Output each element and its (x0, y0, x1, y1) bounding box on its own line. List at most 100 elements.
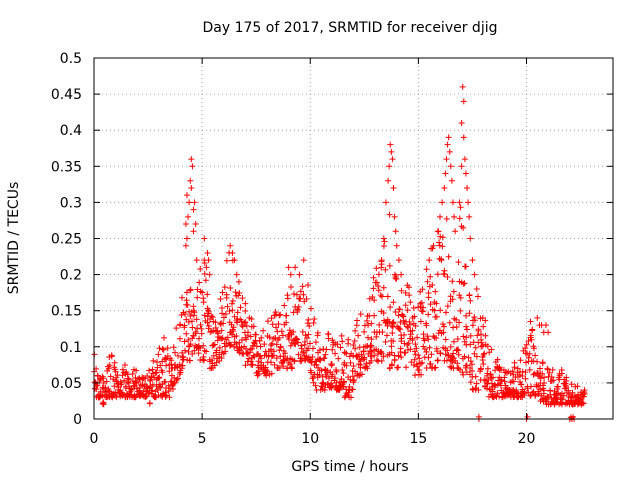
data-point (429, 245, 436, 252)
data-point (547, 378, 554, 385)
data-point (217, 321, 224, 328)
data-point (563, 384, 570, 391)
y-tick-label: 0.5 (60, 51, 82, 67)
data-point (352, 345, 359, 352)
data-point (242, 318, 249, 325)
data-point (282, 350, 289, 357)
data-point (106, 362, 113, 369)
data-point (447, 163, 454, 170)
data-point (110, 376, 117, 383)
data-point (202, 277, 209, 284)
data-point (157, 362, 164, 369)
data-point (514, 365, 521, 372)
data-point (425, 290, 432, 297)
data-point (329, 371, 336, 378)
data-point (299, 283, 306, 290)
data-point (351, 337, 358, 344)
data-point (234, 309, 241, 316)
data-point (465, 354, 472, 361)
data-point (166, 394, 173, 401)
data-point (242, 308, 249, 315)
data-point (245, 355, 252, 362)
data-point (518, 381, 525, 388)
data-point (489, 374, 496, 381)
data-point (193, 257, 200, 264)
data-point (197, 321, 204, 328)
data-point (203, 264, 210, 271)
data-point (307, 367, 314, 374)
data-point (213, 359, 220, 366)
data-point (382, 338, 389, 345)
data-point (268, 342, 275, 349)
data-point (482, 317, 489, 324)
data-point (467, 332, 474, 339)
data-point (319, 380, 326, 387)
data-point (190, 307, 197, 314)
data-point (357, 311, 364, 318)
data-point (419, 308, 426, 315)
data-point (297, 358, 304, 365)
data-point (412, 322, 419, 329)
data-point (382, 266, 389, 273)
data-point (431, 364, 438, 371)
data-point (454, 360, 461, 367)
data-point (437, 213, 443, 220)
axis-ticks (93, 57, 613, 420)
data-point (301, 341, 308, 348)
data-point (370, 285, 377, 292)
data-point (463, 334, 470, 341)
data-point (519, 393, 526, 400)
data-point (471, 317, 478, 324)
data-point (528, 336, 535, 343)
data-point (375, 283, 382, 290)
data-point (407, 331, 414, 338)
data-point (380, 353, 387, 360)
data-point (182, 242, 189, 249)
data-point (478, 336, 485, 343)
data-point (277, 343, 284, 350)
data-point (416, 355, 423, 362)
data-point (488, 380, 495, 387)
data-point (467, 235, 474, 242)
data-point (223, 257, 230, 264)
data-point (523, 341, 530, 348)
data-point (237, 304, 244, 311)
data-point (429, 282, 436, 289)
data-point (425, 311, 432, 318)
data-point (544, 365, 551, 372)
data-point (313, 361, 320, 368)
y-tick-label: 0.25 (51, 232, 82, 248)
data-point (103, 378, 110, 385)
data-point (434, 348, 441, 355)
data-point (139, 374, 146, 381)
data-point (322, 371, 329, 378)
data-point (522, 345, 529, 352)
data-point (289, 365, 296, 372)
data-point (411, 313, 418, 320)
y-tick-label: 0.15 (51, 304, 82, 320)
data-point (475, 386, 482, 393)
y-tick-labels: 0 0.05 0.1 0.15 0.2 0.25 0.3 0.35 0.4 0.45 0.5 (51, 51, 82, 428)
data-point (201, 270, 208, 277)
data-point (439, 243, 446, 250)
data-point (219, 335, 226, 342)
data-point (349, 373, 356, 380)
data-point (391, 271, 398, 278)
data-point (445, 134, 452, 141)
data-point (558, 401, 565, 408)
data-point (129, 370, 136, 377)
data-point (288, 284, 295, 291)
data-point (309, 345, 316, 352)
y-tick-label: 0.4 (60, 123, 82, 139)
data-point (276, 364, 283, 371)
data-point (450, 355, 457, 362)
data-point (438, 257, 445, 264)
data-point (291, 357, 298, 364)
data-point (371, 297, 378, 304)
data-point (290, 291, 297, 298)
data-point (264, 368, 271, 375)
data-point (395, 312, 402, 319)
data-point (433, 300, 440, 307)
data-point (155, 351, 162, 358)
data-point (507, 379, 514, 386)
